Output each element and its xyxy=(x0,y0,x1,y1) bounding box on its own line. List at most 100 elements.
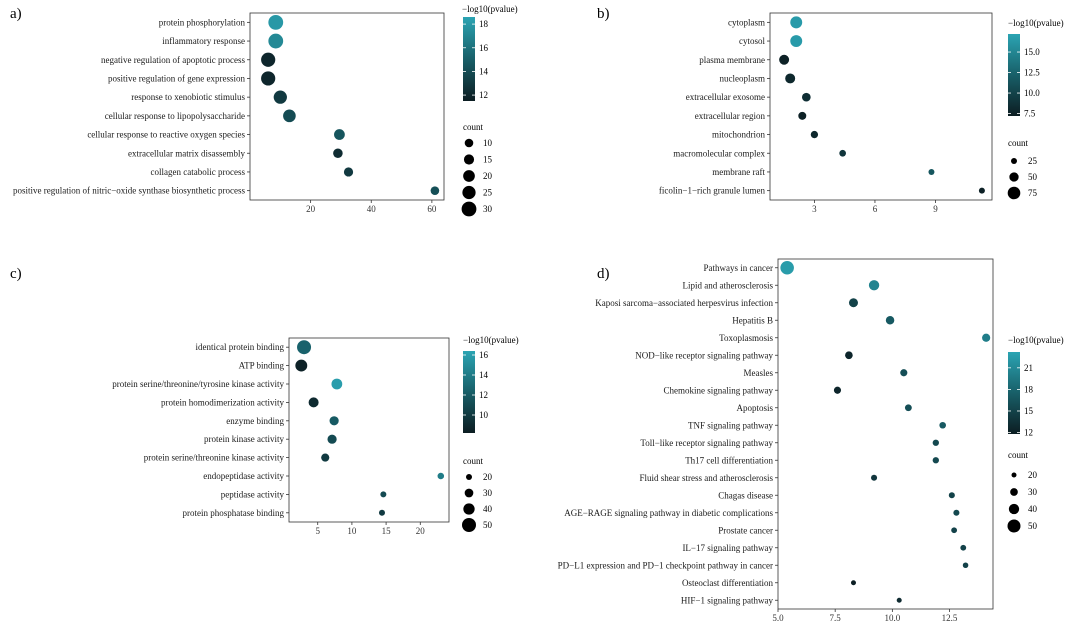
x-tick-label: 10 xyxy=(347,526,357,536)
color-bar-tick-label: 21 xyxy=(1024,363,1033,373)
plot-frame xyxy=(769,12,993,201)
data-point xyxy=(928,168,935,175)
panel-b: b) cytoplasm cytosol plasma membrane nucleop… xyxy=(597,6,1064,214)
x-tick-label: 3 xyxy=(812,204,817,214)
data-point xyxy=(308,397,319,408)
data-point xyxy=(978,187,985,194)
data-point xyxy=(333,148,343,159)
category-label: cellular response to reactive oxygen spe… xyxy=(87,130,245,140)
data-point xyxy=(948,492,955,499)
data-point xyxy=(268,14,284,30)
size-legend-label: 20 xyxy=(483,472,493,482)
size-legend-dot xyxy=(464,138,474,148)
x-tick-label: 10.0 xyxy=(884,613,900,622)
data-point xyxy=(833,386,842,394)
category-label: Th17 cell differentiation xyxy=(685,455,773,465)
category-label: macromolecular complex xyxy=(673,148,765,158)
size-legend-dot xyxy=(466,474,472,480)
color-bar-tick-label: 15.0 xyxy=(1024,47,1040,57)
category-label: Lipid and atherosclerosis xyxy=(683,280,774,290)
data-point xyxy=(848,298,858,308)
category-label: NOD−like receptor signaling pathway xyxy=(635,350,773,360)
color-legend-title: −log10(pvalue) xyxy=(1008,335,1064,345)
data-point xyxy=(885,316,895,325)
category-label: Kaposi sarcoma−associated herpesvirus in… xyxy=(595,298,773,308)
size-legend-dot xyxy=(463,503,475,515)
color-legend-title: −log10(pvalue) xyxy=(463,335,519,345)
category-label: TNF signaling pathway xyxy=(688,420,773,430)
size-legend-dot xyxy=(462,185,476,200)
size-legend-label: 15 xyxy=(483,155,493,165)
data-point xyxy=(334,129,345,140)
color-bar xyxy=(463,351,475,433)
category-label: enzyme binding xyxy=(226,416,284,426)
category-label: mitochondrion xyxy=(712,130,765,140)
data-point xyxy=(839,149,846,157)
category-label: Toll−like receptor signaling pathway xyxy=(640,438,773,448)
category-label: extracellular matrix disassembly xyxy=(128,148,245,158)
category-label: HIF−1 signaling pathway xyxy=(681,595,774,605)
size-legend-label: 10 xyxy=(483,138,493,148)
data-point xyxy=(261,52,276,67)
data-point xyxy=(380,491,387,498)
x-tick-label: 5.0 xyxy=(772,613,784,622)
size-legend-title: count xyxy=(1008,138,1028,148)
category-label: IL−17 signaling pathway xyxy=(682,543,773,553)
color-bar-tick-label: 10 xyxy=(479,410,489,420)
plot-frame xyxy=(777,258,994,610)
color-bar-tick-label: 12 xyxy=(479,90,488,100)
category-label: inflammatory response xyxy=(162,36,245,46)
size-legend-title: count xyxy=(1008,450,1028,460)
size-legend-label: 50 xyxy=(483,520,493,530)
category-label: plasma membrane xyxy=(699,55,765,65)
size-legend-label: 30 xyxy=(1028,487,1038,497)
category-label: Fluid shear stress and atherosclerosis xyxy=(640,473,774,483)
category-label: Chagas disease xyxy=(718,490,773,500)
color-bar-tick-label: 12.5 xyxy=(1024,68,1040,78)
data-point xyxy=(437,472,445,480)
data-point xyxy=(932,457,939,464)
data-point xyxy=(378,509,385,516)
category-label: extracellular region xyxy=(695,111,766,121)
category-label: protein homodimerization activity xyxy=(161,397,284,407)
plot-frame xyxy=(288,337,450,523)
size-legend-label: 50 xyxy=(1028,521,1038,531)
category-label: cellular response to lipopolysaccharide xyxy=(105,111,245,121)
data-point xyxy=(962,562,969,569)
data-point xyxy=(790,35,803,48)
category-label: cytosol xyxy=(739,36,765,46)
color-bar-tick-label: 14 xyxy=(479,66,489,76)
category-label: ATP binding xyxy=(239,361,285,371)
size-legend-label: 50 xyxy=(1028,172,1038,182)
size-legend-label: 30 xyxy=(483,204,493,214)
size-legend-label: 40 xyxy=(1028,504,1038,514)
size-legend-dot xyxy=(1011,158,1017,164)
color-bar-tick-label: 12 xyxy=(1024,428,1033,438)
category-label: AGE−RAGE signaling pathway in diabetic c… xyxy=(564,508,773,518)
data-point xyxy=(868,280,880,291)
category-label: peptidase activity xyxy=(221,489,285,499)
data-point xyxy=(268,33,284,49)
category-label: response to xenobiotic stimulus xyxy=(131,92,245,102)
x-tick-label: 15 xyxy=(382,526,392,536)
data-point xyxy=(343,167,354,177)
panel-label: a) xyxy=(10,6,22,22)
x-tick-label: 6 xyxy=(873,204,878,214)
data-point xyxy=(802,92,811,102)
data-point xyxy=(951,527,958,534)
size-legend-label: 75 xyxy=(1028,188,1038,198)
size-legend-label: 25 xyxy=(1028,156,1038,166)
category-label: protein kinase activity xyxy=(204,434,284,444)
color-bar xyxy=(1008,352,1020,434)
category-label: Toxoplasmosis xyxy=(719,333,773,343)
size-legend-dot xyxy=(1008,503,1020,515)
size-legend-label: 25 xyxy=(483,188,493,198)
data-point xyxy=(900,369,908,377)
data-point xyxy=(798,111,807,120)
color-legend-title: −log10(pvalue) xyxy=(1008,18,1064,28)
category-label: membrane raft xyxy=(712,167,765,177)
data-point xyxy=(430,186,440,195)
x-tick-label: 5 xyxy=(315,526,320,536)
color-bar-tick-label: 14 xyxy=(479,370,489,380)
color-bar xyxy=(1008,34,1020,116)
